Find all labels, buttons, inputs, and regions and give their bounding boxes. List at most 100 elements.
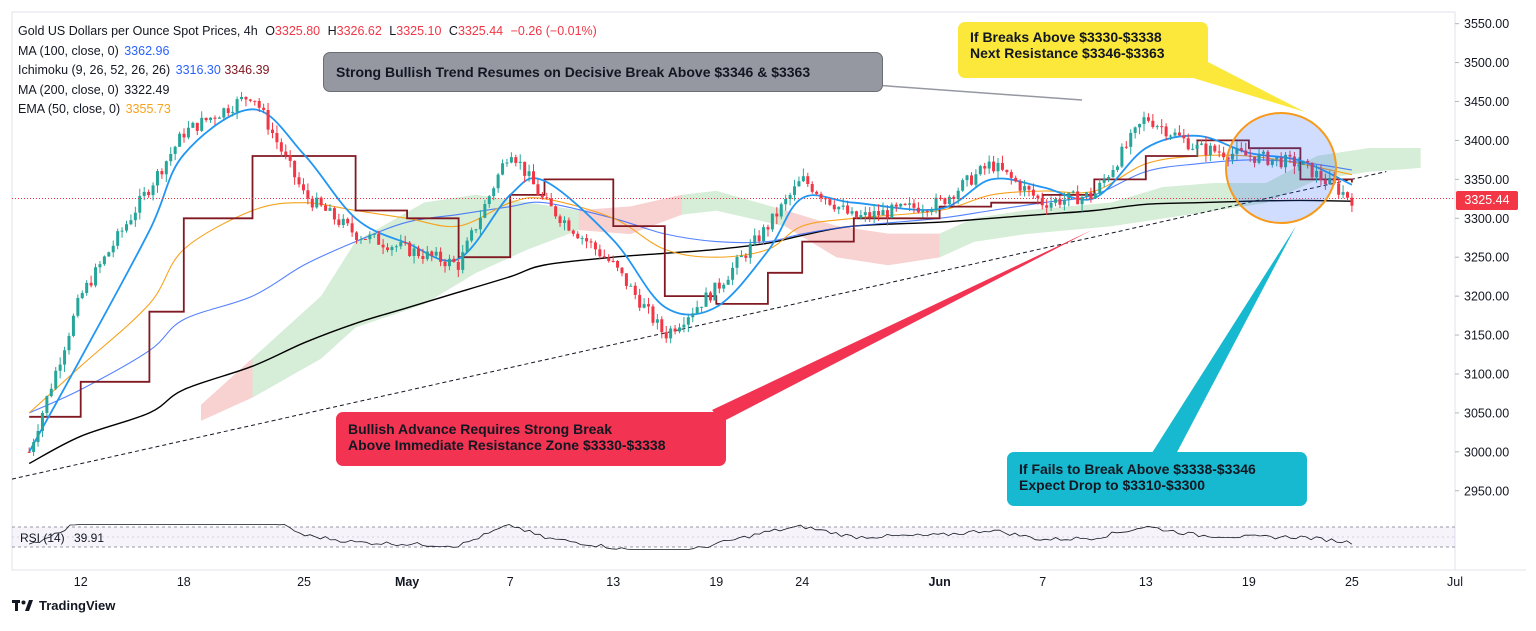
cloud-segment bbox=[836, 225, 889, 266]
candle-body bbox=[1253, 156, 1257, 163]
legend-ichimoku-row[interactable]: Ichimoku (9, 26, 52, 26, 26) 3316.30 334… bbox=[18, 61, 597, 81]
candle-body bbox=[1045, 205, 1049, 208]
candle-body bbox=[806, 176, 810, 185]
cloud-segment bbox=[1162, 183, 1215, 219]
candle-body bbox=[1027, 186, 1031, 190]
callout-breakout[interactable]: If Breaks Above $3330-$3338 Next Resista… bbox=[958, 22, 1208, 78]
candle-body bbox=[571, 230, 575, 234]
candle-body bbox=[213, 117, 217, 119]
time-axis[interactable]: 12 18 25 May 7 13 19 24 Jun 7 13 19 25 Jul bbox=[74, 575, 1463, 589]
tradingview-logo[interactable]: TradingView bbox=[12, 598, 115, 613]
cloud-segment bbox=[321, 241, 356, 359]
candle-body bbox=[987, 161, 991, 169]
candle-body bbox=[142, 191, 146, 196]
cloud-segment bbox=[1111, 186, 1163, 227]
ichimoku-cloud bbox=[200, 148, 1421, 421]
candle-body bbox=[580, 238, 584, 240]
candle-body bbox=[279, 142, 283, 152]
legend-close-value: 3325.44 bbox=[457, 24, 504, 38]
legend-ma200-row[interactable]: MA (200, close, 0) 3322.49 bbox=[18, 81, 597, 101]
candle-body bbox=[664, 332, 668, 339]
time-tick-label: 18 bbox=[177, 575, 191, 589]
cloud-segment bbox=[716, 190, 786, 227]
candle-body bbox=[133, 212, 137, 221]
candle-body bbox=[735, 257, 739, 268]
candle-body bbox=[815, 191, 819, 194]
candle-body bbox=[695, 307, 699, 314]
candle-body bbox=[700, 306, 704, 308]
candle-body bbox=[832, 204, 836, 210]
candle-body bbox=[620, 267, 624, 274]
candle-body bbox=[1014, 177, 1018, 182]
candle-body bbox=[770, 213, 774, 230]
candle-body bbox=[779, 204, 783, 217]
candle-body bbox=[195, 122, 199, 131]
candle-body bbox=[598, 249, 602, 257]
candle-body bbox=[642, 304, 646, 308]
callout-resistance[interactable]: Bullish Advance Requires Strong Break Ab… bbox=[336, 412, 726, 466]
candle-body bbox=[903, 203, 907, 205]
legend-ichimoku-value-2: 3346.39 bbox=[224, 63, 270, 77]
candle-body bbox=[1107, 176, 1111, 180]
trendline-layer bbox=[11, 171, 1387, 480]
candle-body bbox=[1049, 202, 1053, 208]
price-tick-label: 3050.00 bbox=[1464, 406, 1509, 420]
candle-body bbox=[501, 163, 505, 175]
candle-body bbox=[1067, 192, 1071, 200]
candle-body bbox=[315, 197, 319, 208]
candle-body bbox=[505, 162, 509, 164]
candle-body bbox=[558, 216, 562, 223]
candle-body bbox=[974, 174, 978, 185]
candle-body bbox=[487, 196, 491, 205]
candle-body bbox=[222, 108, 226, 118]
candle-body bbox=[456, 262, 460, 270]
callout-text: Next Resistance $3346-$3363 bbox=[970, 45, 1165, 61]
candle-body bbox=[1279, 157, 1283, 168]
candle-body bbox=[350, 223, 354, 233]
candle-body bbox=[934, 197, 938, 210]
candle-body bbox=[310, 198, 314, 208]
cloud-segment bbox=[1317, 148, 1370, 180]
candle-body bbox=[633, 285, 637, 295]
candle-body bbox=[894, 204, 898, 207]
candle-body bbox=[602, 256, 606, 258]
candle-body bbox=[160, 171, 164, 175]
candle-body bbox=[434, 251, 438, 256]
candle-body bbox=[147, 191, 151, 196]
cloud-segment bbox=[681, 190, 717, 215]
candle-body bbox=[912, 203, 916, 208]
callout-bullish-trend[interactable]: Strong Bullish Trend Resumes on Decisive… bbox=[323, 52, 883, 92]
legend-ma100-row[interactable]: MA (100, close, 0) 3362.96 bbox=[18, 42, 597, 62]
candle-body bbox=[235, 99, 239, 112]
cloud-segment bbox=[1369, 148, 1421, 172]
candle-body bbox=[231, 111, 235, 113]
price-tick-label: 3500.00 bbox=[1464, 56, 1509, 70]
candle-body bbox=[908, 203, 912, 205]
candle-body bbox=[363, 238, 367, 240]
candle-body bbox=[275, 133, 279, 143]
candle-body bbox=[996, 162, 1000, 172]
candle-body bbox=[226, 108, 230, 113]
candle-body bbox=[63, 350, 67, 365]
candle-body bbox=[1009, 172, 1013, 178]
candle-body bbox=[540, 194, 544, 198]
candle-body bbox=[346, 218, 350, 224]
focus-circle-ring bbox=[1225, 112, 1337, 224]
candle-body bbox=[682, 324, 686, 328]
candle-body bbox=[819, 193, 823, 199]
candle-body bbox=[854, 211, 858, 219]
callout-drop[interactable]: If Fails to Break Above $3338-$3346 Expe… bbox=[1007, 452, 1307, 506]
candle-body bbox=[408, 242, 412, 256]
candle-body bbox=[54, 370, 58, 389]
candles bbox=[27, 91, 1354, 456]
candle-body bbox=[797, 181, 801, 187]
candle-body bbox=[1323, 179, 1327, 185]
legend-ema50-row[interactable]: EMA (50, close, 0) 3355.73 bbox=[18, 100, 597, 120]
candle-body bbox=[386, 247, 390, 251]
indicator-lines bbox=[28, 108, 1353, 465]
candle-body bbox=[306, 190, 310, 199]
candle-body bbox=[293, 160, 297, 178]
price-axis[interactable]: 2950.00 3000.00 3050.00 3100.00 3150.00 3200.… bbox=[1455, 17, 1509, 498]
candle-body bbox=[828, 199, 832, 205]
candle-body bbox=[1341, 192, 1345, 195]
